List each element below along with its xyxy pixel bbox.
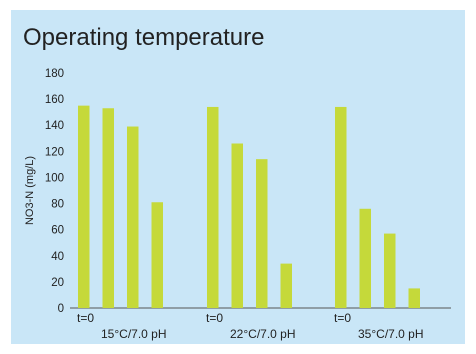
chart-title: Operating temperature xyxy=(23,24,265,51)
x-axis: t=0 15°C/7.0 pH t=0 22°C/7.0 pH t=0 35°C/7.0 … xyxy=(77,311,424,341)
y-tick-label: 160 xyxy=(45,94,64,106)
bar xyxy=(408,288,420,308)
group-start-label: t=0 xyxy=(334,311,351,325)
bar xyxy=(102,108,114,308)
group-start-label: t=0 xyxy=(77,311,94,325)
bars-layer xyxy=(78,105,420,309)
y-axis-title: NO3-N (mg/L) xyxy=(24,156,36,225)
bar xyxy=(256,159,268,308)
y-tick-label: 0 xyxy=(58,303,64,315)
y-tick-label: 100 xyxy=(45,172,64,184)
bar xyxy=(384,233,396,308)
chart-panel: Operating temperature 0 20 40 60 80 100 120 140… xyxy=(11,10,465,344)
bar xyxy=(127,126,139,309)
y-tick-label: 80 xyxy=(51,199,64,211)
y-tick-label: 120 xyxy=(45,146,64,158)
bar xyxy=(231,143,243,308)
y-tick-label: 140 xyxy=(45,120,64,132)
group-label: 22°C/7.0 pH xyxy=(230,327,296,341)
group-start-label: t=0 xyxy=(206,311,223,325)
group-label: 35°C/7.0 pH xyxy=(358,327,424,341)
y-tick-label: 40 xyxy=(51,251,64,263)
bar xyxy=(78,105,90,308)
bar xyxy=(207,106,219,308)
group-label: 15°C/7.0 pH xyxy=(101,327,167,341)
bar xyxy=(359,208,371,308)
bar xyxy=(335,106,347,308)
y-tick-label: 20 xyxy=(51,277,64,289)
y-axis: 0 20 40 60 80 100 120 140 160 180 xyxy=(45,68,64,315)
y-tick-label: 60 xyxy=(51,225,64,237)
bar xyxy=(151,202,163,308)
y-tick-label: 180 xyxy=(45,68,64,80)
bar xyxy=(280,263,292,308)
